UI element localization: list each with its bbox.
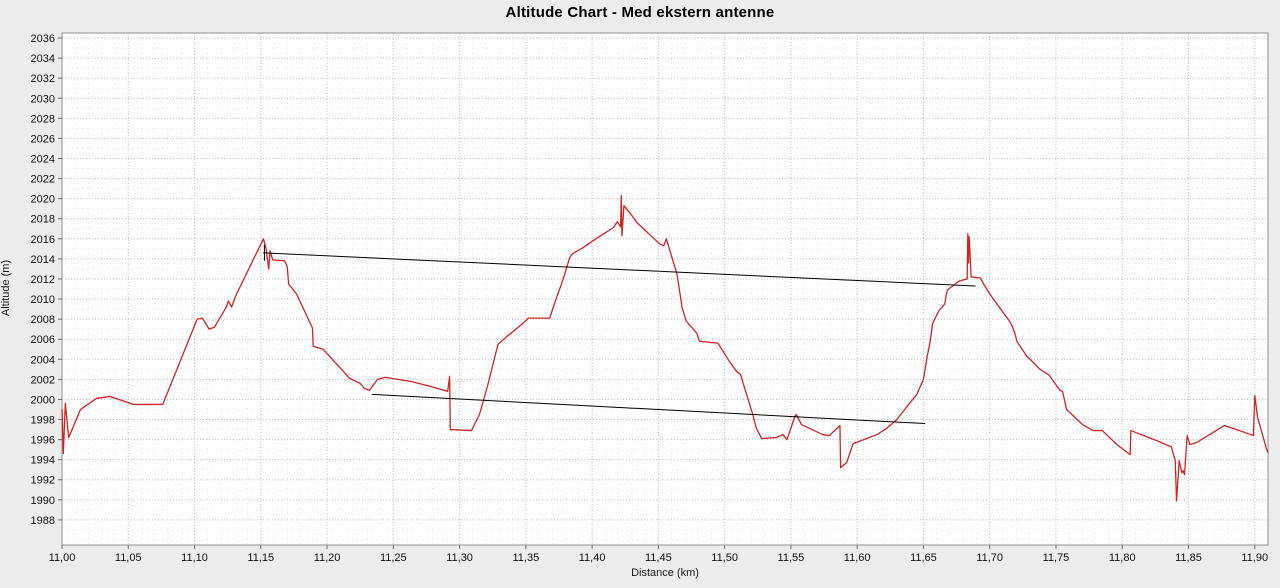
y-tick-label: 2010 <box>31 294 55 306</box>
y-tick-label: 1992 <box>31 475 55 487</box>
y-tick-label: 2006 <box>31 334 55 346</box>
x-tick-label: 11,60 <box>844 552 871 564</box>
y-tick-label: 2014 <box>31 254 55 266</box>
altitude-profile <box>61 194 1269 502</box>
annotation-line-upper <box>262 252 976 287</box>
x-tick-label: 11,10 <box>181 552 208 564</box>
y-tick-label: 1994 <box>31 455 55 467</box>
y-tick-label: 2004 <box>31 354 55 366</box>
x-tick-label: 11,05 <box>115 552 142 564</box>
x-axis-title: Distance (km) <box>631 567 699 579</box>
y-tick-label: 2030 <box>31 93 55 105</box>
y-tick-label: 1988 <box>31 515 55 527</box>
x-tick-label: 11,15 <box>247 552 274 564</box>
x-tick-label: 11,70 <box>976 552 1003 564</box>
y-tick-label: 2016 <box>31 234 55 246</box>
y-tick-label: 2020 <box>31 194 55 206</box>
y-tick-label: 1990 <box>31 495 55 507</box>
y-tick-label: 2018 <box>31 214 55 226</box>
x-tick-label: 11,85 <box>1175 552 1202 564</box>
y-tick-label: 2008 <box>31 314 55 326</box>
y-tick-label: 2022 <box>31 174 55 186</box>
x-tick-label: 11,75 <box>1043 552 1070 564</box>
x-tick-label: 11,45 <box>645 552 672 564</box>
x-tick-label: 11,20 <box>314 552 341 564</box>
y-tick-label: 2000 <box>31 394 55 406</box>
x-tick-label: 11,55 <box>778 552 805 564</box>
annotation-line-lower <box>371 393 926 425</box>
y-tick-label: 2012 <box>31 274 55 286</box>
x-tick-label: 11,25 <box>380 552 407 564</box>
x-tick-label: 11,90 <box>1241 552 1268 564</box>
y-tick-label: 2026 <box>31 133 55 145</box>
x-tick-label: 11,65 <box>910 552 937 564</box>
x-tick-label: 11,35 <box>512 552 539 564</box>
plot-border <box>61 32 1269 546</box>
x-tick-label: 11,40 <box>579 552 606 564</box>
x-tick-label: 11,00 <box>49 552 76 564</box>
x-tick-label: 11,80 <box>1109 552 1136 564</box>
y-tick-label: 2002 <box>31 374 55 386</box>
y-tick-label: 2036 <box>31 33 55 45</box>
y-tick-label: 2024 <box>31 153 55 165</box>
y-tick-label: 2032 <box>31 73 55 85</box>
y-tick-label: 1998 <box>31 415 55 427</box>
y-tick-label: 2028 <box>31 113 55 125</box>
y-tick-label: 1996 <box>31 435 55 447</box>
chart-title: Altitude Chart - Med ekstern antenne <box>505 4 775 21</box>
x-tick-label: 11,30 <box>446 552 473 564</box>
x-tick-label: 11,50 <box>711 552 738 564</box>
y-tick-label: 2034 <box>31 53 55 65</box>
